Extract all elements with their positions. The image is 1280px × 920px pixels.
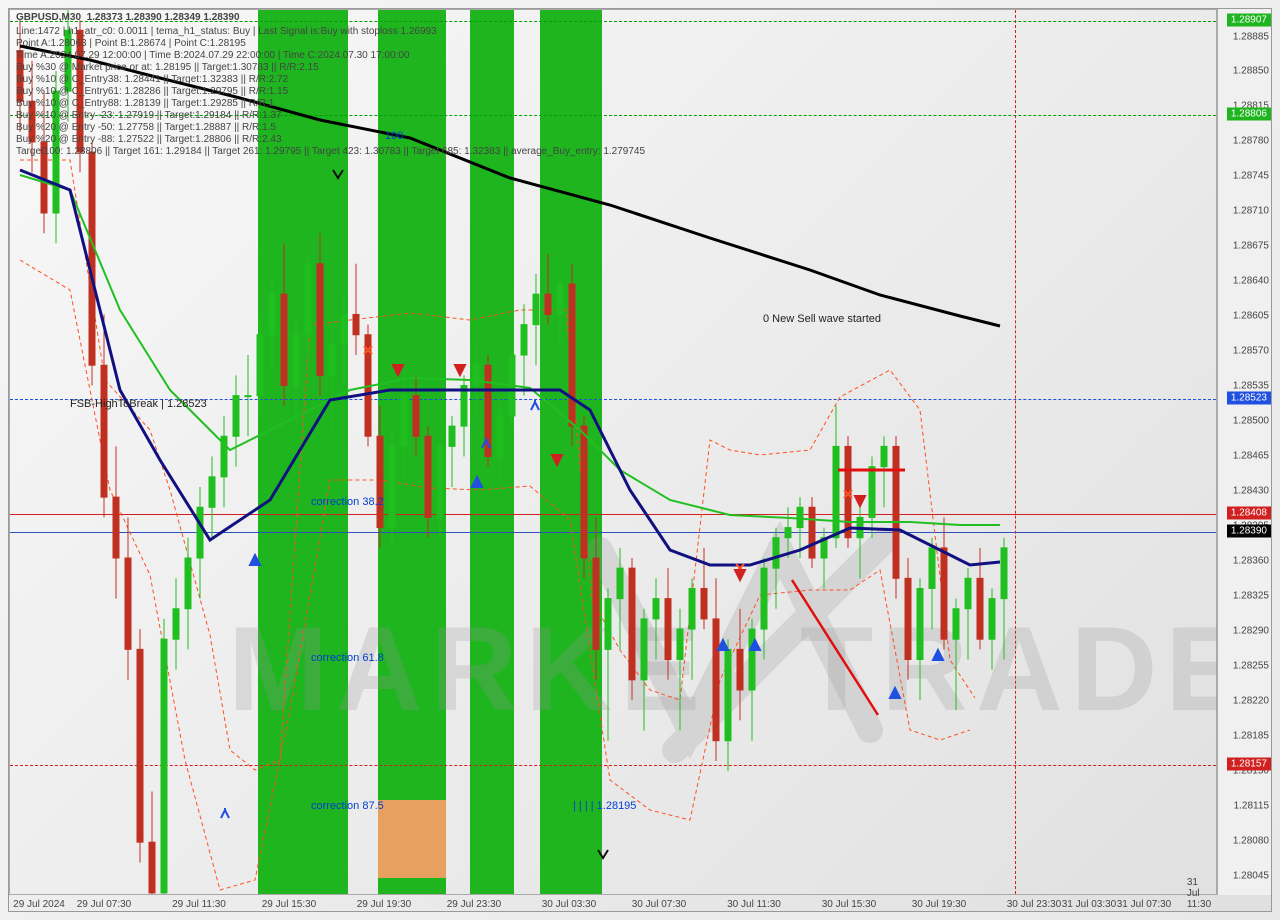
- time-tick: 30 Jul 19:30: [912, 899, 967, 910]
- price-tag: 1.28523: [1227, 392, 1271, 405]
- chart-annotation: | | | | 1.28195: [573, 800, 636, 812]
- chart-annotation: correction 87.5: [311, 800, 384, 812]
- chart-annotation: 0 New Sell wave started: [763, 313, 881, 325]
- price-tag: 1.28806: [1227, 108, 1271, 121]
- time-tick: 29 Jul 2024: [13, 899, 65, 910]
- time-tick: 29 Jul 11:30: [172, 899, 226, 910]
- info-line: Buy %10 @ Entry -23: 1.27919 || Target:1…: [16, 110, 282, 121]
- horizontal-level: [10, 514, 1216, 515]
- info-line: Time A:2024.07.29 12:00:00 | Time B:2024…: [16, 50, 409, 61]
- price-tick: 1.28675: [1233, 241, 1269, 252]
- info-line: Buy %20 @ Entry -50: 1.27758 || Target:1…: [16, 122, 276, 133]
- chart-annotation: FSB-HighToBreak | 1.28523: [70, 398, 207, 410]
- price-tag: 1.28157: [1227, 758, 1271, 771]
- price-tick: 1.28885: [1233, 32, 1269, 43]
- price-tick: 1.28780: [1233, 136, 1269, 147]
- chart-annotation: 100: [385, 130, 403, 142]
- time-tick: 29 Jul 07:30: [77, 899, 132, 910]
- highlight-zone: [378, 800, 446, 878]
- vertical-marker: [1015, 10, 1016, 894]
- price-tick: 1.28220: [1233, 696, 1269, 707]
- price-tick: 1.28570: [1233, 346, 1269, 357]
- chart-annotation: correction 61.8: [311, 652, 384, 664]
- time-tick: 30 Jul 03:30: [542, 899, 597, 910]
- info-line: Buy %10 @ C_Entry61: 1.28286 || Target:1…: [16, 86, 288, 97]
- info-line: Buy %30 @ Market price or at: 1.28195 ||…: [16, 62, 319, 73]
- price-tick: 1.28255: [1233, 661, 1269, 672]
- price-tick: 1.28465: [1233, 451, 1269, 462]
- price-tag: 1.28907: [1227, 14, 1271, 27]
- info-line: Buy %20 @ Entry -88: 1.27522 || Target:1…: [16, 134, 282, 145]
- chart-area[interactable]: MARKE TRADE GBPUSD,M30 1.28373 1.28390 1…: [9, 9, 1217, 895]
- price-tick: 1.28745: [1233, 171, 1269, 182]
- price-tag: 1.28390: [1227, 525, 1271, 538]
- price-tick: 1.28290: [1233, 626, 1269, 637]
- time-tick: 30 Jul 23:30: [1007, 899, 1062, 910]
- price-tick: 1.28535: [1233, 381, 1269, 392]
- info-line: Target100: 1.28806 || Target 161: 1.2918…: [16, 146, 645, 157]
- info-line: Buy %10 @ C_Entry88: 1.28139 || Target:1…: [16, 98, 274, 109]
- price-tick: 1.28045: [1233, 871, 1269, 882]
- horizontal-level: [10, 765, 1216, 766]
- time-axis: 29 Jul 2024 29 Jul 07:30 29 Jul 11:30 29 Ju…: [9, 895, 1217, 911]
- watermark-right: TRADE: [800, 600, 1253, 738]
- price-tick: 1.28360: [1233, 556, 1269, 567]
- price-tick: 1.28850: [1233, 66, 1269, 77]
- time-tick: 29 Jul 15:30: [262, 899, 317, 910]
- time-tick: 30 Jul 15:30: [822, 899, 877, 910]
- price-axis: 1.288851.288501.288151.287801.287451.287…: [1217, 9, 1271, 895]
- price-tick: 1.28325: [1233, 591, 1269, 602]
- time-tick: 30 Jul 07:30: [632, 899, 687, 910]
- price-tick: 1.28080: [1233, 836, 1269, 847]
- time-tick: 30 Jul 11:30: [727, 899, 781, 910]
- info-line: Buy %10 @ C_Entry38: 1.28441 || Target:1…: [16, 74, 288, 85]
- chart-annotation: correction 38.2: [311, 496, 384, 508]
- info-line: Point A:1.28063 | Point B:1.28674 | Poin…: [16, 38, 246, 49]
- price-tick: 1.28115: [1234, 801, 1269, 812]
- price-tick: 1.28640: [1233, 276, 1269, 287]
- price-tag: 1.28408: [1227, 507, 1271, 520]
- horizontal-level: [10, 532, 1216, 533]
- time-tick: 29 Jul 23:30: [447, 899, 502, 910]
- time-tick: 29 Jul 19:30: [357, 899, 412, 910]
- time-tick: 31 Jul 07:30: [1117, 899, 1172, 910]
- price-tick: 1.28430: [1233, 486, 1269, 497]
- chart-window: MARKE TRADE GBPUSD,M30 1.28373 1.28390 1…: [8, 8, 1272, 912]
- price-tick: 1.28185: [1233, 731, 1269, 742]
- symbol-label: GBPUSD,M30 1.28373 1.28390 1.28349 1.283…: [16, 12, 240, 23]
- price-tick: 1.28710: [1233, 206, 1269, 217]
- time-tick: 31 Jul 11:30: [1187, 877, 1211, 910]
- session-zone: [378, 10, 446, 894]
- session-zone: [470, 10, 514, 894]
- price-tick: 1.28605: [1233, 311, 1269, 322]
- session-zone: [540, 10, 602, 894]
- watermark-left: MARKE: [228, 600, 708, 738]
- info-line: Line:1472 | h1_atr_c0: 0.0011 | tema_h1_…: [16, 26, 437, 37]
- time-tick: 31 Jul 03:30: [1062, 899, 1117, 910]
- price-tick: 1.28500: [1233, 416, 1269, 427]
